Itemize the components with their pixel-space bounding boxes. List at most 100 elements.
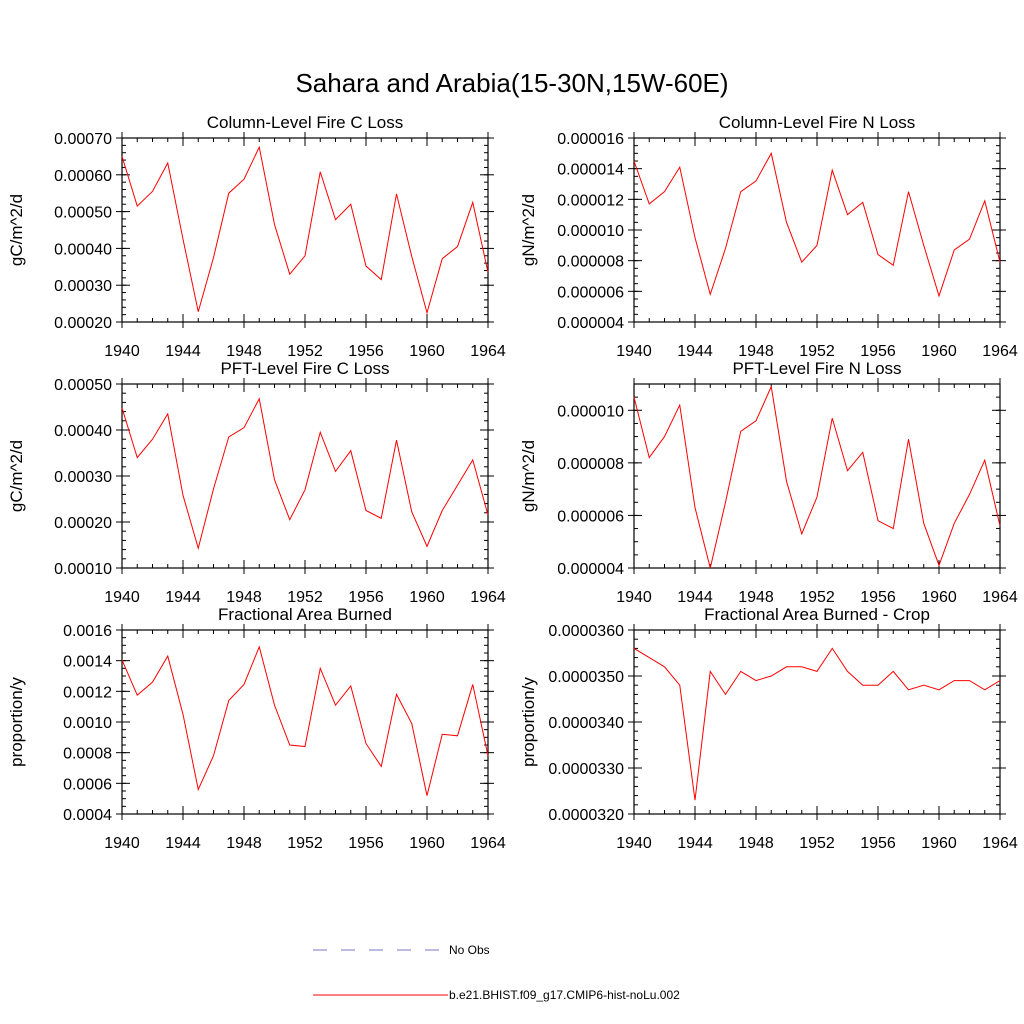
series-line	[121, 397, 489, 551]
chart-panel: Fractional Area Burned proportion/y 1940 19…	[7, 605, 506, 852]
y-tick-label: 0.0016	[63, 623, 112, 640]
panel-title: PFT-Level Fire N Loss	[732, 359, 901, 378]
x-tick-label: 1956	[860, 343, 896, 360]
series-line	[121, 145, 489, 315]
y-tick-label: 0.0006	[63, 776, 112, 793]
x-tick-label: 1940	[616, 343, 652, 360]
x-tick-label: 1952	[799, 835, 835, 852]
x-tick-label: 1940	[104, 343, 140, 360]
chart-panel: Column-Level Fire N Loss gN/m^2/d 1940 1944…	[519, 113, 1018, 360]
panel-title: Column-Level Fire N Loss	[719, 113, 916, 132]
y-tick-label: 0.000016	[557, 131, 624, 148]
y-tick-label: 0.00020	[54, 515, 112, 532]
x-tick-label: 1956	[348, 835, 384, 852]
y-tick-label: 0.0000350	[548, 669, 624, 686]
y-axis-label: gN/m^2/d	[519, 194, 538, 266]
x-tick-label: 1964	[470, 835, 506, 852]
x-tick-label: 1944	[677, 343, 713, 360]
x-tick-label: 1940	[616, 589, 652, 606]
y-tick-label: 0.00060	[54, 168, 112, 185]
y-tick-label: 0.00070	[54, 131, 112, 148]
y-tick-label: 0.0000360	[548, 623, 624, 640]
y-tick-label: 0.00030	[54, 278, 112, 295]
chart-panel: PFT-Level Fire N Loss gN/m^2/d 1940 1944 194…	[519, 359, 1018, 606]
y-tick-label: 0.0008	[63, 746, 112, 763]
plot-frame	[633, 629, 1001, 815]
series-line	[633, 647, 1001, 801]
x-tick-label: 1948	[226, 835, 262, 852]
x-tick-label: 1948	[738, 835, 774, 852]
y-tick-label: 0.000008	[557, 456, 624, 473]
series-line	[633, 384, 1001, 569]
x-tick-label: 1956	[860, 589, 896, 606]
x-tick-label: 1964	[982, 835, 1018, 852]
x-tick-label: 1956	[860, 835, 896, 852]
y-axis-label: gN/m^2/d	[519, 440, 538, 512]
y-tick-label: 0.00050	[54, 377, 112, 394]
chart-panel: Column-Level Fire C Loss gC/m^2/d 1940 1944…	[7, 113, 506, 360]
chart-panel: PFT-Level Fire C Loss gC/m^2/d 1940 1944 194…	[7, 359, 506, 606]
y-tick-label: 0.000004	[557, 315, 624, 332]
y-tick-label: 0.00050	[54, 205, 112, 222]
y-tick-label: 0.0010	[63, 715, 112, 732]
y-tick-label: 0.000006	[557, 508, 624, 525]
x-tick-label: 1952	[799, 343, 835, 360]
x-tick-label: 1960	[409, 343, 445, 360]
x-tick-label: 1960	[921, 343, 957, 360]
x-tick-label: 1944	[677, 589, 713, 606]
y-tick-label: 0.000006	[557, 284, 624, 301]
x-tick-label: 1960	[409, 589, 445, 606]
legend-label-model: b.e21.BHIST.f09_g17.CMIP6-hist-noLu.002	[449, 988, 680, 1002]
series-line	[633, 151, 1001, 298]
y-tick-label: 0.000010	[557, 403, 624, 420]
x-tick-label: 1952	[287, 589, 323, 606]
x-tick-label: 1944	[165, 589, 201, 606]
legend: No Obs b.e21.BHIST.f09_g17.CMIP6-hist-no…	[313, 943, 680, 1002]
y-tick-label: 0.0004	[63, 807, 112, 824]
y-tick-label: 0.00040	[54, 423, 112, 440]
y-tick-label: 0.000004	[557, 561, 624, 578]
y-axis-label: proportion/y	[519, 677, 538, 767]
x-tick-label: 1960	[921, 589, 957, 606]
figure-title: Sahara and Arabia(15-30N,15W-60E)	[295, 68, 728, 98]
chart-panel: Fractional Area Burned - Crop proportion/…	[519, 605, 1018, 852]
x-tick-label: 1948	[226, 343, 262, 360]
y-tick-label: 0.0012	[63, 684, 112, 701]
x-tick-label: 1948	[738, 343, 774, 360]
y-tick-label: 0.00030	[54, 469, 112, 486]
panel-title: Fractional Area Burned - Crop	[704, 605, 930, 624]
x-tick-label: 1948	[226, 589, 262, 606]
x-tick-label: 1940	[616, 835, 652, 852]
panel-title: PFT-Level Fire C Loss	[220, 359, 389, 378]
x-tick-label: 1944	[165, 835, 201, 852]
x-tick-label: 1964	[470, 589, 506, 606]
y-tick-label: 0.000008	[557, 254, 624, 271]
panel-title: Fractional Area Burned	[218, 605, 392, 624]
y-tick-label: 0.00040	[54, 241, 112, 258]
x-tick-label: 1952	[287, 835, 323, 852]
x-tick-label: 1956	[348, 343, 384, 360]
x-tick-label: 1940	[104, 589, 140, 606]
x-tick-label: 1960	[409, 835, 445, 852]
y-tick-label: 0.000014	[557, 162, 624, 179]
y-tick-label: 0.00020	[54, 315, 112, 332]
y-tick-label: 0.0014	[63, 654, 112, 671]
plot-frame	[121, 137, 489, 323]
y-tick-label: 0.000010	[557, 223, 624, 240]
plot-frame	[633, 137, 1001, 323]
y-axis-label: gC/m^2/d	[7, 194, 26, 266]
x-tick-label: 1960	[921, 835, 957, 852]
y-tick-label: 0.00010	[54, 561, 112, 578]
x-tick-label: 1964	[982, 589, 1018, 606]
panel-title: Column-Level Fire C Loss	[207, 113, 404, 132]
y-axis-label: gC/m^2/d	[7, 440, 26, 512]
x-tick-label: 1944	[677, 835, 713, 852]
y-tick-label: 0.0000330	[548, 761, 624, 778]
x-tick-label: 1952	[799, 589, 835, 606]
y-axis-label: proportion/y	[7, 677, 26, 767]
chart-panels: Column-Level Fire C Loss gC/m^2/d 1940 1944…	[7, 113, 1018, 852]
plot-frame	[121, 383, 489, 569]
x-tick-label: 1964	[982, 343, 1018, 360]
y-tick-label: 0.0000320	[548, 807, 624, 824]
